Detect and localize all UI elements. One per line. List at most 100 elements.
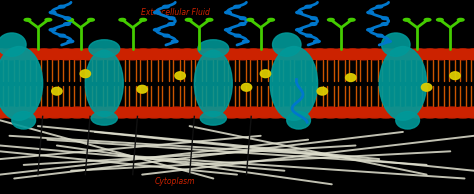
Circle shape [174,49,201,60]
Circle shape [339,49,366,60]
Circle shape [367,11,374,14]
Circle shape [67,40,74,43]
Circle shape [86,107,112,118]
Circle shape [234,5,240,8]
Circle shape [64,23,70,25]
Circle shape [385,40,392,43]
Ellipse shape [379,47,427,120]
Circle shape [376,5,383,8]
Circle shape [295,107,322,118]
Circle shape [457,18,464,21]
Circle shape [20,49,46,60]
Circle shape [97,107,124,118]
Circle shape [196,49,223,60]
Circle shape [45,18,52,21]
Ellipse shape [0,33,26,56]
Circle shape [108,107,135,118]
Circle shape [24,18,31,21]
Circle shape [168,17,175,20]
Circle shape [154,29,160,31]
Circle shape [49,11,56,14]
Circle shape [428,49,454,60]
Circle shape [296,11,302,14]
Circle shape [328,107,355,118]
Ellipse shape [52,87,62,95]
Circle shape [185,18,192,21]
Circle shape [185,49,212,60]
Circle shape [59,34,65,37]
Circle shape [438,49,465,60]
Circle shape [88,18,94,21]
Circle shape [450,107,474,118]
Ellipse shape [89,40,119,57]
Ellipse shape [91,112,117,125]
Circle shape [310,17,317,20]
Circle shape [424,18,431,21]
Circle shape [268,18,274,21]
Ellipse shape [200,112,227,125]
Circle shape [310,23,317,25]
Circle shape [0,49,24,60]
Circle shape [185,107,212,118]
Circle shape [273,107,300,118]
Circle shape [461,49,474,60]
Circle shape [438,107,465,118]
Circle shape [284,107,311,118]
Ellipse shape [137,85,147,93]
Ellipse shape [85,50,123,117]
Circle shape [229,49,256,60]
Circle shape [141,107,168,118]
Ellipse shape [450,72,460,80]
Circle shape [373,107,399,118]
Circle shape [86,49,112,60]
Circle shape [207,49,234,60]
Ellipse shape [0,47,43,120]
Circle shape [284,49,311,60]
Circle shape [394,49,421,60]
Circle shape [49,29,56,31]
Circle shape [119,107,146,118]
Circle shape [247,18,254,21]
Circle shape [350,107,377,118]
Circle shape [42,107,68,118]
Circle shape [296,29,302,31]
Circle shape [119,18,126,21]
Circle shape [9,49,36,60]
Circle shape [225,11,231,14]
Ellipse shape [317,87,328,95]
Ellipse shape [396,112,419,129]
Ellipse shape [12,112,36,129]
Circle shape [403,18,410,21]
Circle shape [318,49,344,60]
Circle shape [295,49,322,60]
Circle shape [239,23,246,25]
Circle shape [163,34,170,37]
Circle shape [262,49,289,60]
Circle shape [64,49,91,60]
Ellipse shape [241,83,252,91]
Text: Cytoplasm: Cytoplasm [155,177,196,186]
Circle shape [406,49,432,60]
Circle shape [376,34,383,37]
Circle shape [381,23,388,25]
Circle shape [207,107,234,118]
Circle shape [450,49,474,60]
Circle shape [428,107,454,118]
Circle shape [152,107,179,118]
Circle shape [163,107,190,118]
Circle shape [348,18,355,21]
Circle shape [64,17,71,20]
Circle shape [152,49,179,60]
Circle shape [367,29,374,31]
Circle shape [172,40,178,43]
Circle shape [140,18,146,21]
Circle shape [108,49,135,60]
Circle shape [218,107,245,118]
Circle shape [58,5,65,8]
Ellipse shape [80,70,91,78]
Circle shape [0,107,13,118]
Ellipse shape [346,74,356,81]
Circle shape [206,18,213,21]
Circle shape [234,34,241,37]
Circle shape [64,107,91,118]
